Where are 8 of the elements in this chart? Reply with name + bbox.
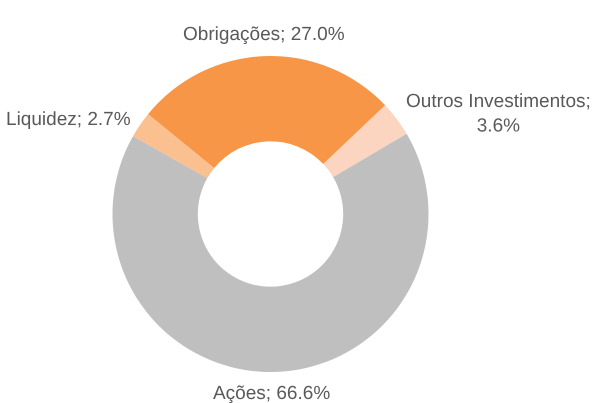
slice-label: Ações; 66.6% (213, 383, 330, 403)
donut-slice (132, 114, 214, 178)
slice-label: Outros Investimentos; 3.6% (406, 91, 591, 137)
donut-slice (148, 56, 386, 168)
donut-slice (323, 105, 407, 178)
donut-slice (112, 134, 428, 372)
slice-label: Obrigações; 27.0% (183, 24, 345, 45)
slice-label: Liquidez; 2.7% (6, 109, 131, 130)
